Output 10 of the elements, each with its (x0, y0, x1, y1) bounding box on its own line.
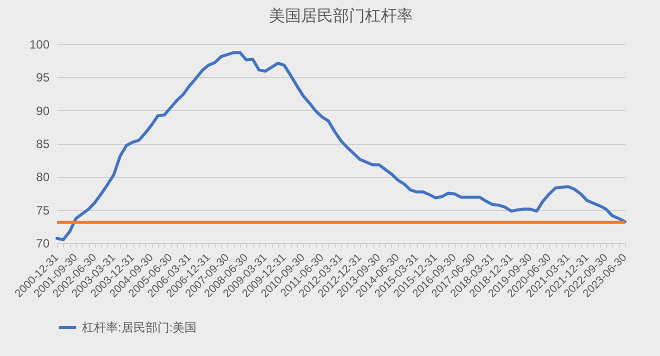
legend-label: 杠杆率:居民部门:美国 (81, 320, 197, 334)
y-tick-label: 100 (29, 38, 50, 52)
y-tick-label: 80 (36, 170, 50, 184)
chart-title: 美国居民部门杠杆率 (269, 7, 413, 25)
y-tick-label: 85 (36, 137, 50, 151)
y-tick-label: 90 (36, 104, 50, 118)
y-tick-label: 95 (36, 70, 50, 85)
y-tick-label: 75 (36, 203, 50, 218)
y-tick-label: 70 (36, 236, 50, 250)
line-series (56, 51, 626, 242)
